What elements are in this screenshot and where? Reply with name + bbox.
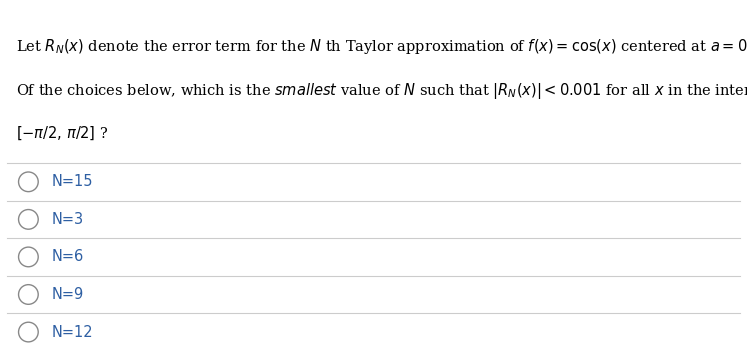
Text: N=3: N=3 [52,212,84,227]
Text: $[-\pi/2,\, \pi/2]$ ?: $[-\pi/2,\, \pi/2]$ ? [16,125,109,142]
Text: Let $R_N(x)$ denote the error term for the $N$ th Taylor approximation of $f(x) : Let $R_N(x)$ denote the error term for t… [16,37,747,56]
Text: N=15: N=15 [52,174,93,189]
Text: N=9: N=9 [52,287,84,302]
Text: Of the choices below, which is the $\mathit{smallest}$ value of $N$ such that $|: Of the choices below, which is the $\mat… [16,81,747,101]
Text: N=12: N=12 [52,325,93,339]
Text: N=6: N=6 [52,250,84,264]
